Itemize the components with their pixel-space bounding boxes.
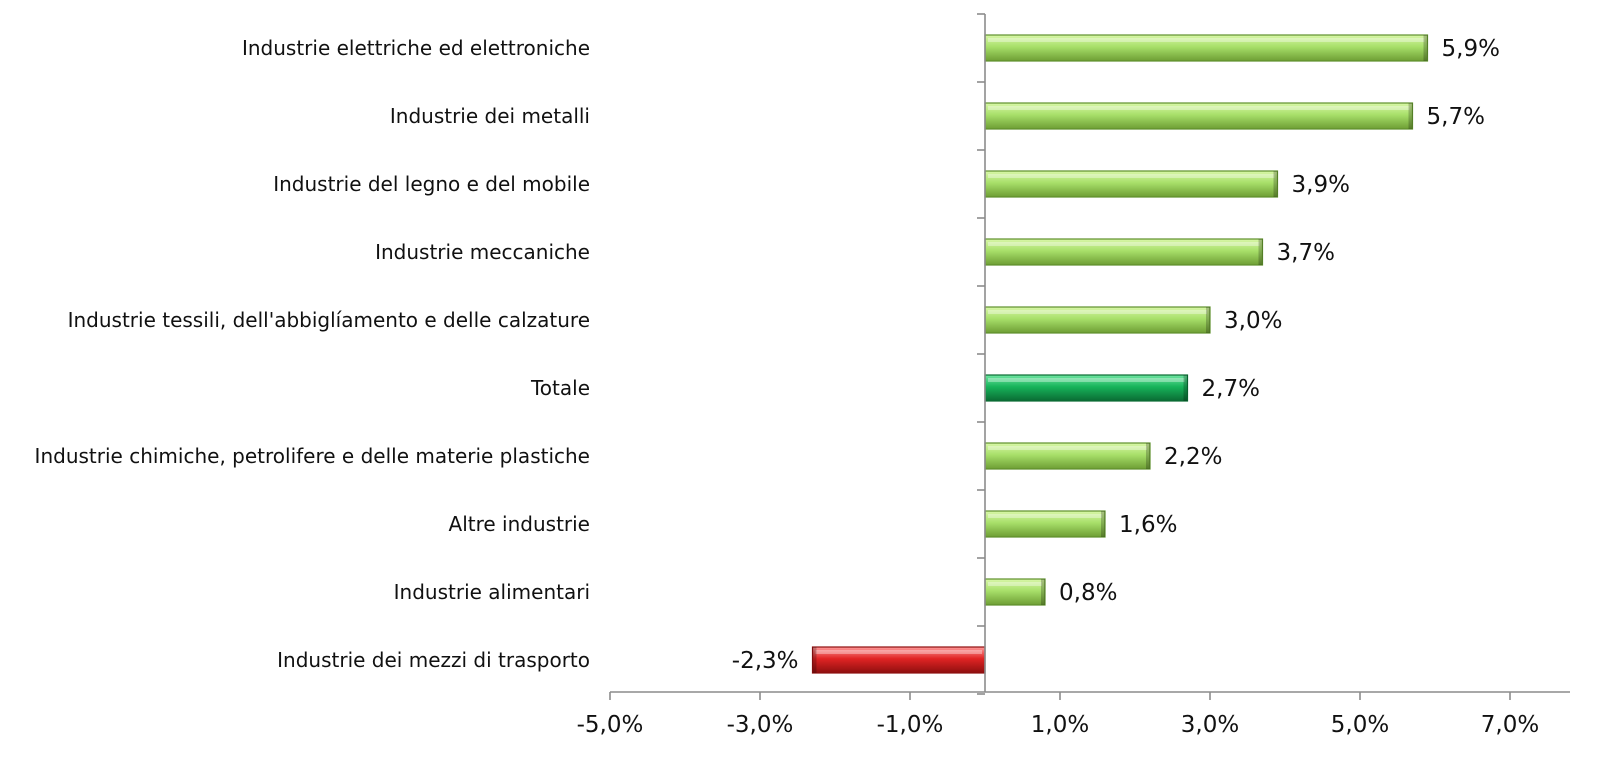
value-label: 3,7% <box>1277 240 1335 266</box>
category-label: Industrie del legno e del mobile <box>273 172 590 196</box>
category-label: Industrie elettriche ed elettroniche <box>242 36 590 60</box>
x-tick-label: 3,0% <box>1181 712 1239 738</box>
bar-sector <box>984 238 1264 266</box>
bar-sector <box>984 170 1279 198</box>
bar-sector <box>984 102 1414 130</box>
bar-highlight <box>988 378 1185 382</box>
bar-sector <box>984 306 1211 334</box>
bar-highlight <box>988 446 1147 450</box>
bar-end-cap <box>1041 579 1045 605</box>
bar-negative <box>811 646 986 674</box>
x-tick-label: 1,0% <box>1031 712 1089 738</box>
value-label: 0,8% <box>1059 580 1117 606</box>
bar-highlight <box>988 514 1102 518</box>
value-label: 2,7% <box>1202 376 1260 402</box>
bar-highlight <box>988 38 1425 42</box>
x-tick-label: -5,0% <box>577 712 644 738</box>
value-label: 3,0% <box>1224 308 1282 334</box>
category-label: Industrie meccaniche <box>375 240 590 264</box>
axes <box>609 13 1570 700</box>
value-label: 1,6% <box>1119 512 1177 538</box>
bar-end-cap <box>1423 35 1428 61</box>
bar-highlight <box>815 650 982 654</box>
bar-end-cap <box>1206 307 1210 333</box>
category-label: Industrie chimiche, petrolifere e delle … <box>35 444 590 468</box>
bar-sector <box>984 442 1151 470</box>
labels-layer: Industrie elettriche ed elettroniche 5,9%… <box>35 36 1540 738</box>
category-label: Industrie alimentari <box>394 580 590 604</box>
category-label: Totale <box>530 376 590 400</box>
x-tick-label: -1,0% <box>877 712 944 738</box>
x-tick-label: 5,0% <box>1331 712 1389 738</box>
value-label: 5,9% <box>1442 36 1500 62</box>
category-label: Industrie dei metalli <box>390 104 590 128</box>
bar-highlight <box>988 582 1042 586</box>
x-tick-label: -3,0% <box>727 712 794 738</box>
value-label: -2,3% <box>732 648 799 674</box>
value-label: 2,2% <box>1164 444 1222 470</box>
bar-highlight <box>988 242 1260 246</box>
bar-highlight <box>988 106 1410 110</box>
value-label: 5,7% <box>1427 104 1485 130</box>
bar-highlight <box>988 310 1207 314</box>
category-label: Industrie tessili, dell'abbiglíamento e … <box>68 308 590 332</box>
x-tick-label: 7,0% <box>1481 712 1539 738</box>
bar-end-cap <box>1258 239 1263 265</box>
bar-end-cap <box>1101 511 1105 537</box>
bars-layer <box>811 34 1429 674</box>
bar-end-cap <box>812 647 817 673</box>
category-label: Altre industrie <box>449 512 590 536</box>
bar-end-cap <box>1183 375 1188 401</box>
value-label: 3,9% <box>1292 172 1350 198</box>
category-label: Industrie dei mezzi di trasporto <box>277 648 590 672</box>
bar-end-cap <box>1146 443 1150 469</box>
bar-end-cap <box>1408 103 1413 129</box>
bar-end-cap <box>1273 171 1278 197</box>
bar-highlight <box>988 174 1275 178</box>
